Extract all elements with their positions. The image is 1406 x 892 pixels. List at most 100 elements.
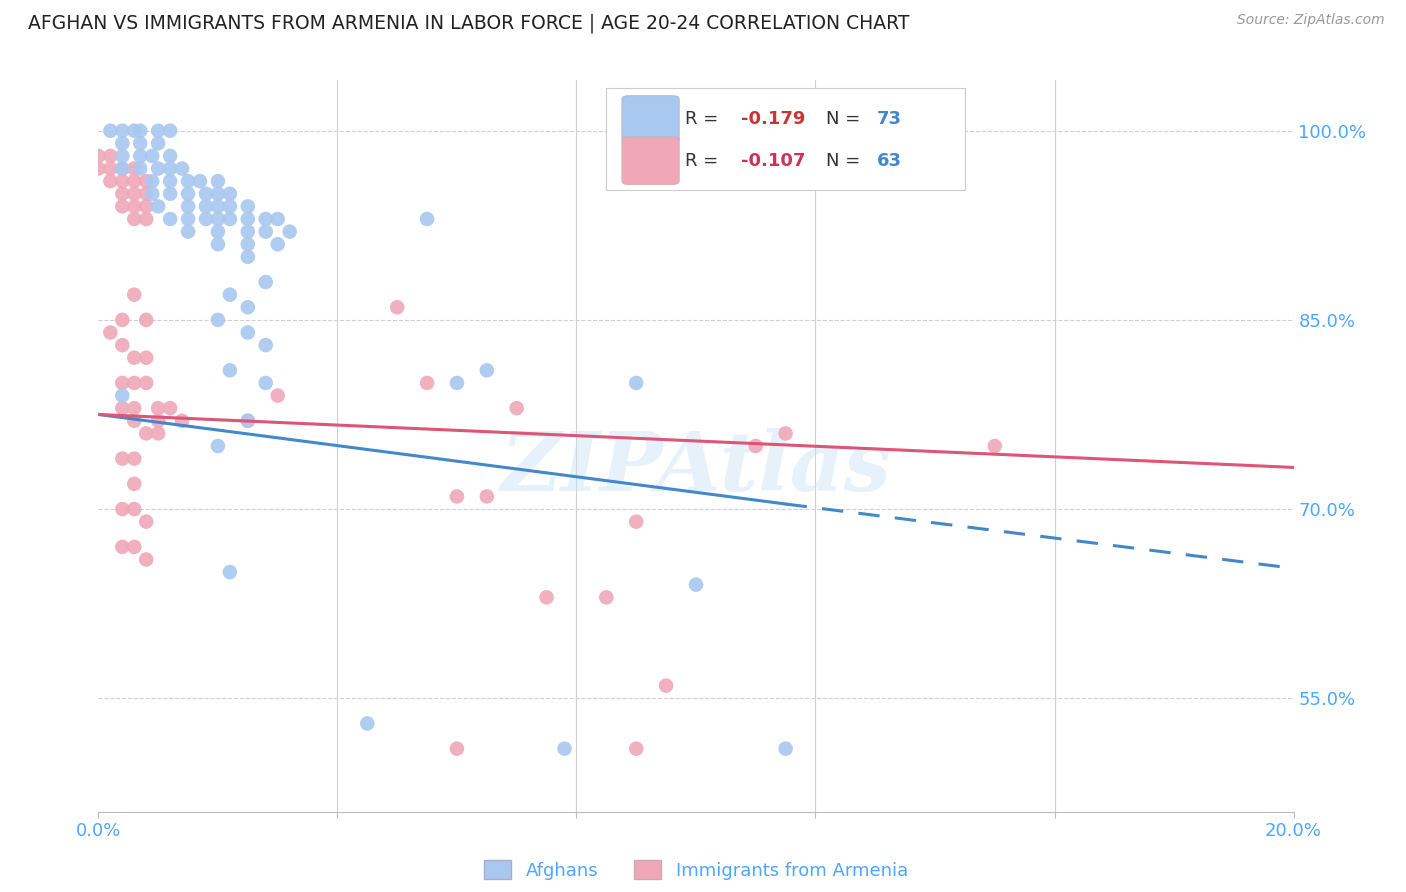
Point	[236, 250, 259, 264]
Point	[236, 414, 259, 428]
Point	[236, 225, 259, 239]
Point	[124, 124, 146, 138]
Point	[219, 287, 242, 301]
Point	[129, 136, 152, 151]
Point	[100, 326, 122, 340]
Text: AFGHAN VS IMMIGRANTS FROM ARMENIA IN LABOR FORCE | AGE 20-24 CORRELATION CHART: AFGHAN VS IMMIGRANTS FROM ARMENIA IN LAB…	[28, 13, 910, 33]
Point	[148, 426, 170, 441]
Text: 63: 63	[876, 152, 901, 169]
Point	[159, 161, 181, 176]
Point	[135, 515, 157, 529]
Point	[124, 540, 146, 554]
Point	[141, 186, 163, 201]
Text: N =: N =	[827, 111, 866, 128]
Point	[177, 212, 200, 227]
Point	[148, 199, 170, 213]
Point	[236, 414, 259, 428]
Point	[124, 476, 146, 491]
Point	[254, 338, 277, 352]
Point	[267, 388, 290, 402]
Point	[111, 186, 134, 201]
Point	[111, 313, 134, 327]
Point	[595, 591, 617, 605]
FancyBboxPatch shape	[621, 95, 679, 144]
Point	[124, 199, 146, 213]
Point	[135, 199, 157, 213]
Point	[159, 124, 181, 138]
Point	[446, 376, 468, 390]
Point	[506, 401, 529, 416]
Point	[124, 502, 146, 516]
Point	[984, 439, 1007, 453]
Point	[124, 287, 146, 301]
Point	[111, 502, 134, 516]
Point	[236, 199, 259, 213]
Point	[177, 186, 200, 201]
Legend: Afghans, Immigrants from Armenia: Afghans, Immigrants from Armenia	[477, 853, 915, 887]
Point	[141, 149, 163, 163]
Point	[236, 237, 259, 252]
Point	[159, 401, 181, 416]
Point	[207, 439, 229, 453]
Point	[536, 591, 558, 605]
Point	[111, 161, 134, 176]
Point	[148, 124, 170, 138]
Text: -0.107: -0.107	[741, 152, 806, 169]
Point	[148, 161, 170, 176]
Point	[148, 136, 170, 151]
Point	[207, 237, 229, 252]
Point	[159, 174, 181, 188]
Point	[100, 149, 122, 163]
Point	[111, 376, 134, 390]
Point	[775, 426, 797, 441]
Point	[135, 376, 157, 390]
Point	[124, 351, 146, 365]
Point	[626, 515, 648, 529]
Point	[254, 275, 277, 289]
FancyBboxPatch shape	[621, 137, 679, 185]
Point	[207, 174, 229, 188]
Point	[475, 490, 498, 504]
Point	[685, 578, 707, 592]
Point	[236, 212, 259, 227]
Point	[100, 124, 122, 138]
Point	[159, 186, 181, 201]
Point	[124, 451, 146, 466]
Point	[148, 414, 170, 428]
Point	[219, 212, 242, 227]
Point	[554, 741, 576, 756]
Point	[159, 149, 181, 163]
Point	[111, 199, 134, 213]
Point	[135, 212, 157, 227]
Point	[219, 363, 242, 377]
Point	[129, 161, 152, 176]
Point	[207, 199, 229, 213]
Point	[124, 212, 146, 227]
Point	[87, 149, 110, 163]
Point	[207, 212, 229, 227]
Point	[219, 565, 242, 579]
Point	[745, 439, 768, 453]
Point	[135, 174, 157, 188]
Point	[172, 414, 194, 428]
Point	[267, 237, 290, 252]
Point	[177, 174, 200, 188]
Text: ZIPAtlas: ZIPAtlas	[501, 428, 891, 508]
Point	[111, 338, 134, 352]
Point	[111, 174, 134, 188]
Point	[207, 313, 229, 327]
Point	[111, 149, 134, 163]
Point	[111, 540, 134, 554]
Point	[236, 326, 259, 340]
Point	[124, 161, 146, 176]
Point	[135, 186, 157, 201]
Point	[626, 376, 648, 390]
Point	[100, 161, 122, 176]
Text: R =: R =	[685, 111, 724, 128]
Point	[135, 552, 157, 566]
Point	[267, 212, 290, 227]
Point	[254, 225, 277, 239]
Point	[219, 199, 242, 213]
Point	[129, 149, 152, 163]
Point	[172, 161, 194, 176]
